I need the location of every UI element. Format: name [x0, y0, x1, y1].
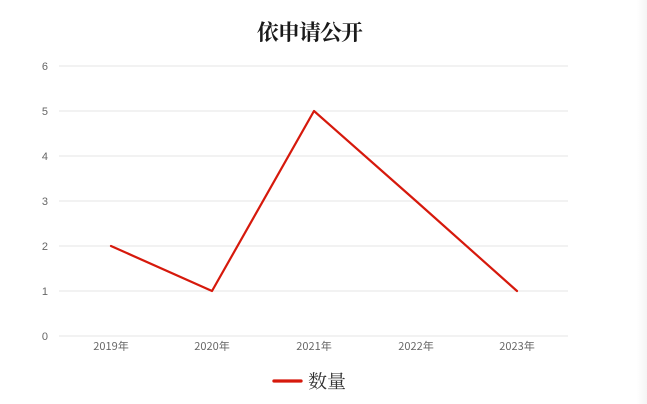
svg-text:2020年: 2020年 [194, 338, 229, 354]
svg-text:1: 1 [42, 286, 48, 298]
svg-text:2: 2 [42, 241, 48, 253]
svg-text:2021年: 2021年 [296, 338, 331, 354]
svg-text:数量: 数量 [308, 367, 346, 394]
svg-text:2022年: 2022年 [398, 338, 433, 354]
svg-text:3: 3 [42, 196, 48, 208]
svg-text:2019年: 2019年 [93, 338, 128, 354]
svg-text:0: 0 [42, 331, 48, 343]
svg-text:2023年: 2023年 [499, 338, 534, 354]
svg-text:5: 5 [42, 106, 48, 118]
svg-text:4: 4 [42, 151, 48, 163]
svg-text:6: 6 [42, 61, 48, 73]
